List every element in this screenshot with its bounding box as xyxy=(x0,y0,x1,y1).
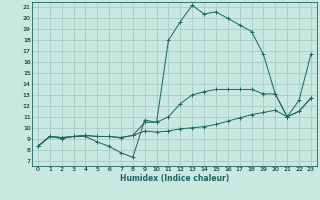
X-axis label: Humidex (Indice chaleur): Humidex (Indice chaleur) xyxy=(120,174,229,183)
